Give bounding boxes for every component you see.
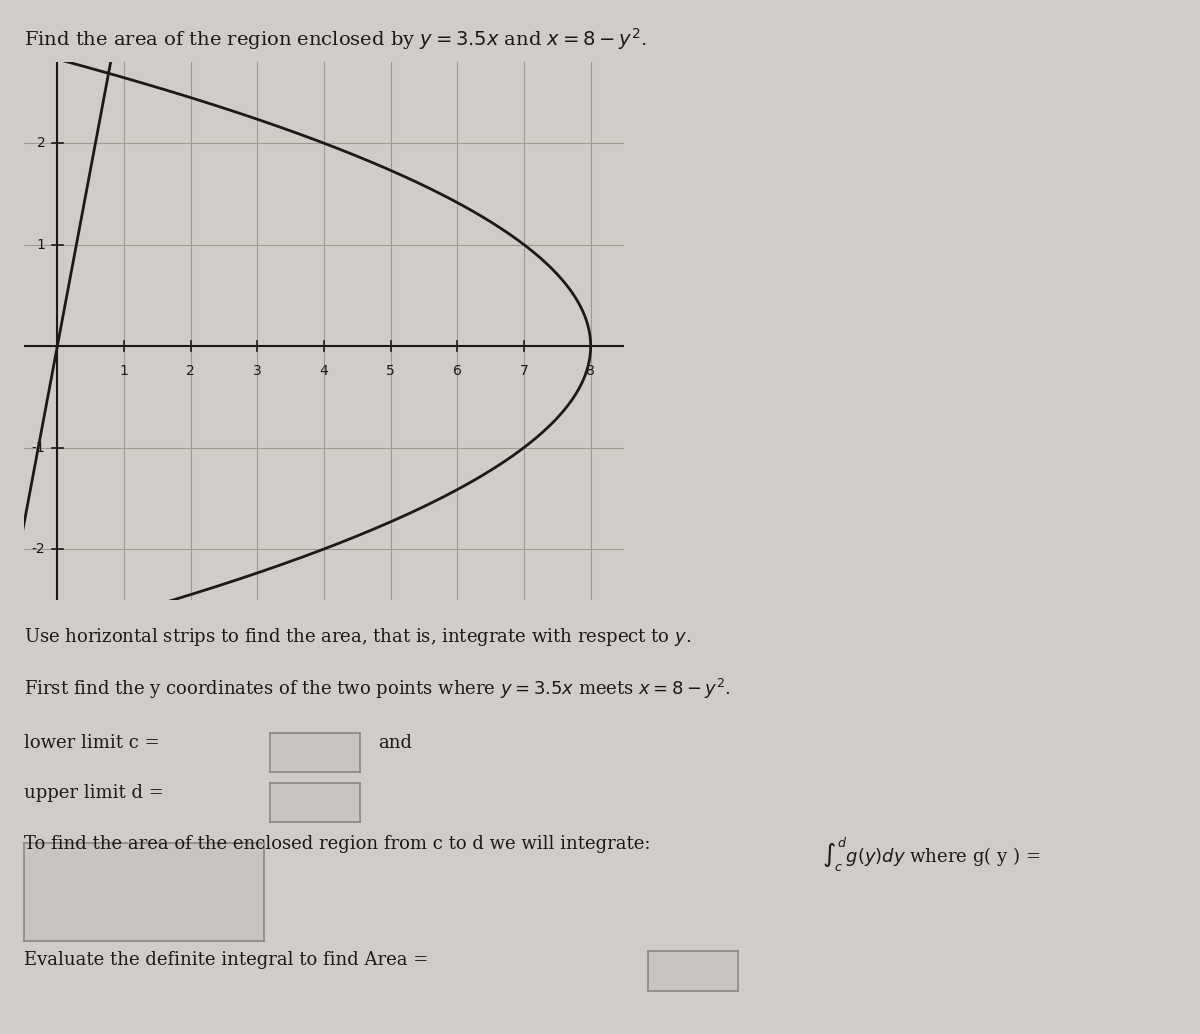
Text: and: and <box>378 734 412 752</box>
Text: 4: 4 <box>319 364 329 378</box>
Text: To find the area of the enclosed region from c to d we will integrate:: To find the area of the enclosed region … <box>24 835 650 853</box>
Text: 5: 5 <box>386 364 395 378</box>
Text: 3: 3 <box>253 364 262 378</box>
Text: -2: -2 <box>31 542 46 556</box>
Text: 6: 6 <box>452 364 462 378</box>
Text: Evaluate the definite integral to find Area =: Evaluate the definite integral to find A… <box>24 951 428 969</box>
Text: lower limit c =: lower limit c = <box>24 734 160 752</box>
Text: 1: 1 <box>120 364 128 378</box>
Text: First find the y coordinates of the two points where $y = 3.5x$ meets $x = 8 - y: First find the y coordinates of the two … <box>24 677 731 701</box>
Text: Find the area of the region enclosed by $y = 3.5x$ and $x = 8 - y^2$.: Find the area of the region enclosed by … <box>24 26 647 52</box>
Text: 1: 1 <box>36 238 46 251</box>
Text: $\int_c^d g(y)dy$ where g( y ) =: $\int_c^d g(y)dy$ where g( y ) = <box>822 835 1040 874</box>
Text: 8: 8 <box>587 364 595 378</box>
Text: Use horizontal strips to find the area, that is, integrate with respect to $y$.: Use horizontal strips to find the area, … <box>24 626 691 647</box>
Text: -1: -1 <box>31 440 46 455</box>
Text: upper limit d =: upper limit d = <box>24 784 163 801</box>
Text: 7: 7 <box>520 364 528 378</box>
Text: 2: 2 <box>186 364 196 378</box>
Text: 2: 2 <box>36 136 46 150</box>
